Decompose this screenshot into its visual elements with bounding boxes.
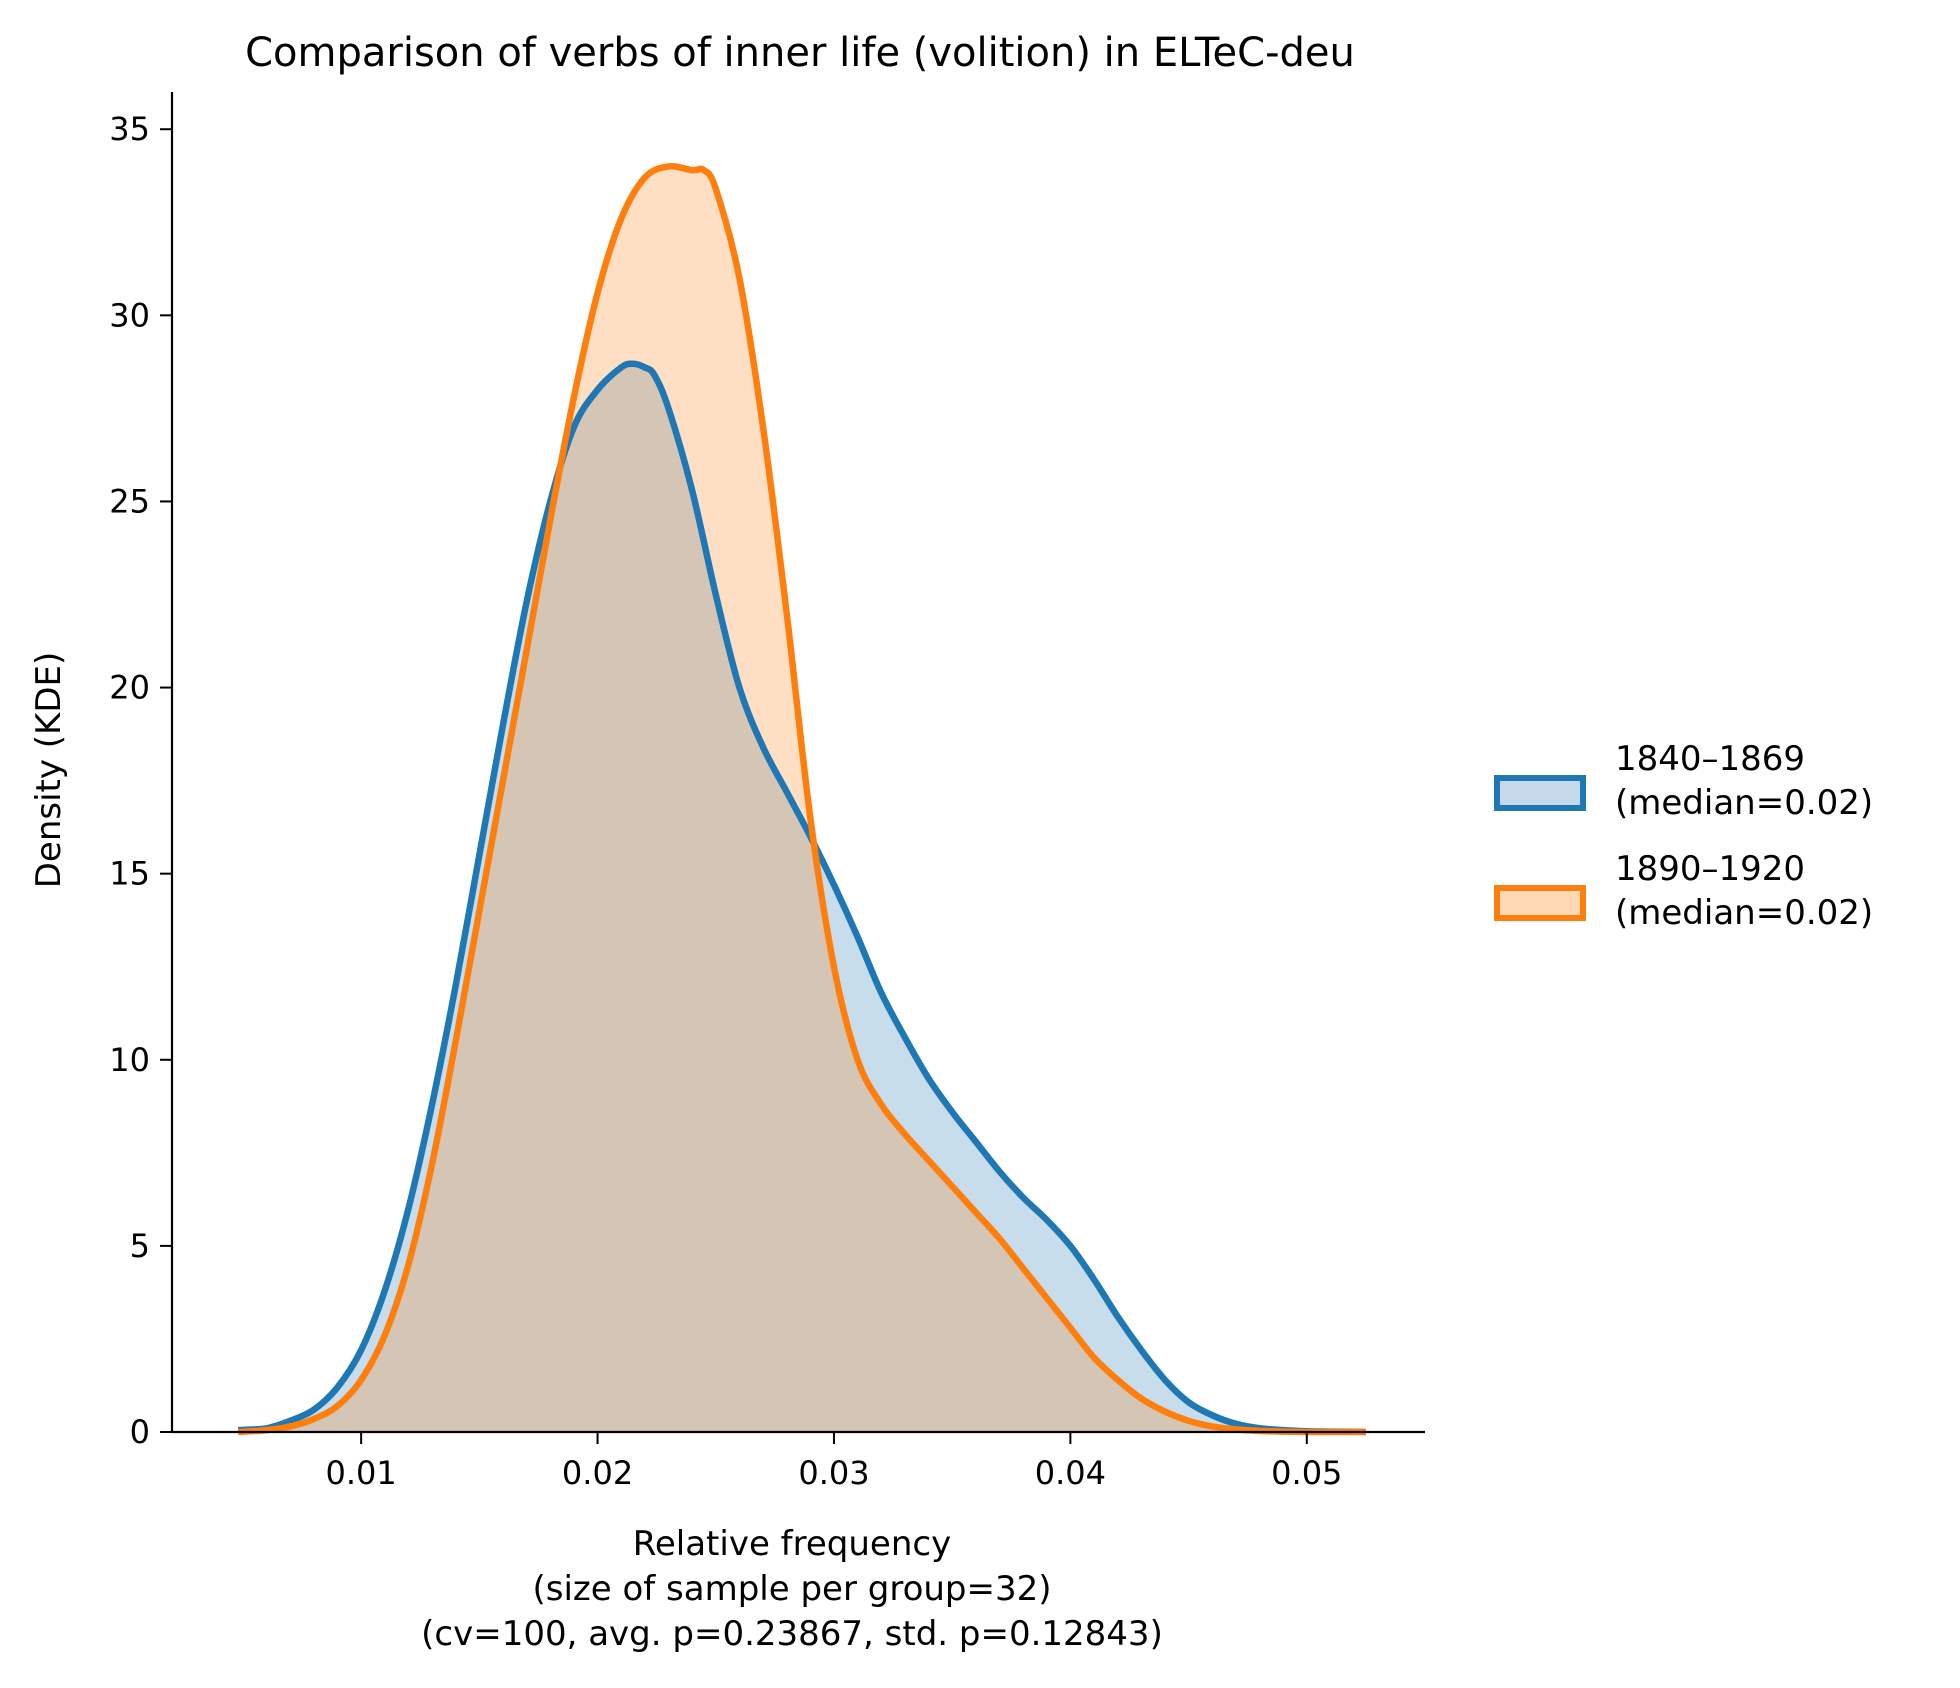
x-tick-label: 0.03 bbox=[798, 1454, 869, 1492]
y-tick-label: 25 bbox=[109, 482, 150, 520]
plot-areas bbox=[238, 166, 1366, 1433]
y-tick-label: 0 bbox=[130, 1413, 150, 1451]
y-tick-label: 20 bbox=[109, 669, 150, 707]
series-1-area bbox=[238, 363, 1366, 1432]
x-tick-label: 0.04 bbox=[1035, 1454, 1106, 1492]
series-1-line bbox=[237, 360, 1366, 1436]
legend: 1840–1869(median=0.02)1890–1920(median=0… bbox=[1494, 739, 1873, 933]
x-tick-label: 0.02 bbox=[562, 1454, 633, 1492]
x-axis-label-line3: (cv=100, avg. p=0.23867, std. p=0.12843) bbox=[421, 1614, 1163, 1654]
x-axis-label-line2: (size of sample per group=32) bbox=[532, 1569, 1051, 1609]
series-2-line bbox=[237, 162, 1366, 1436]
y-tick-label: 30 bbox=[109, 296, 150, 334]
ticks: 0.01 0.02 0.03 0.04 0.05 0 5 10 15 20 25 30 35 bbox=[109, 110, 1342, 1492]
x-tick-label: 0.05 bbox=[1271, 1454, 1342, 1492]
plot-lines bbox=[237, 162, 1366, 1436]
legend-label-1-line2: (median=0.02) bbox=[1615, 783, 1873, 823]
legend-swatch-2 bbox=[1494, 885, 1586, 921]
legend-label-1-line1: 1840–1869 bbox=[1615, 739, 1805, 779]
series-2-area bbox=[238, 166, 1366, 1433]
legend-swatch-1 bbox=[1494, 775, 1586, 811]
x-axis-label-line1: Relative frequency bbox=[633, 1524, 951, 1564]
y-tick-label: 15 bbox=[109, 855, 150, 893]
y-tick-label: 35 bbox=[109, 110, 150, 148]
y-tick-label: 5 bbox=[130, 1227, 150, 1265]
chart-title: Comparison of verbs of inner life (volit… bbox=[245, 30, 1355, 76]
y-axis-label: Density (KDE) bbox=[29, 652, 69, 889]
y-tick-label: 10 bbox=[109, 1041, 150, 1079]
legend-label-2-line2: (median=0.02) bbox=[1615, 893, 1873, 933]
x-tick-label: 0.01 bbox=[326, 1454, 397, 1492]
legend-label-2-line1: 1890–1920 bbox=[1615, 849, 1805, 889]
